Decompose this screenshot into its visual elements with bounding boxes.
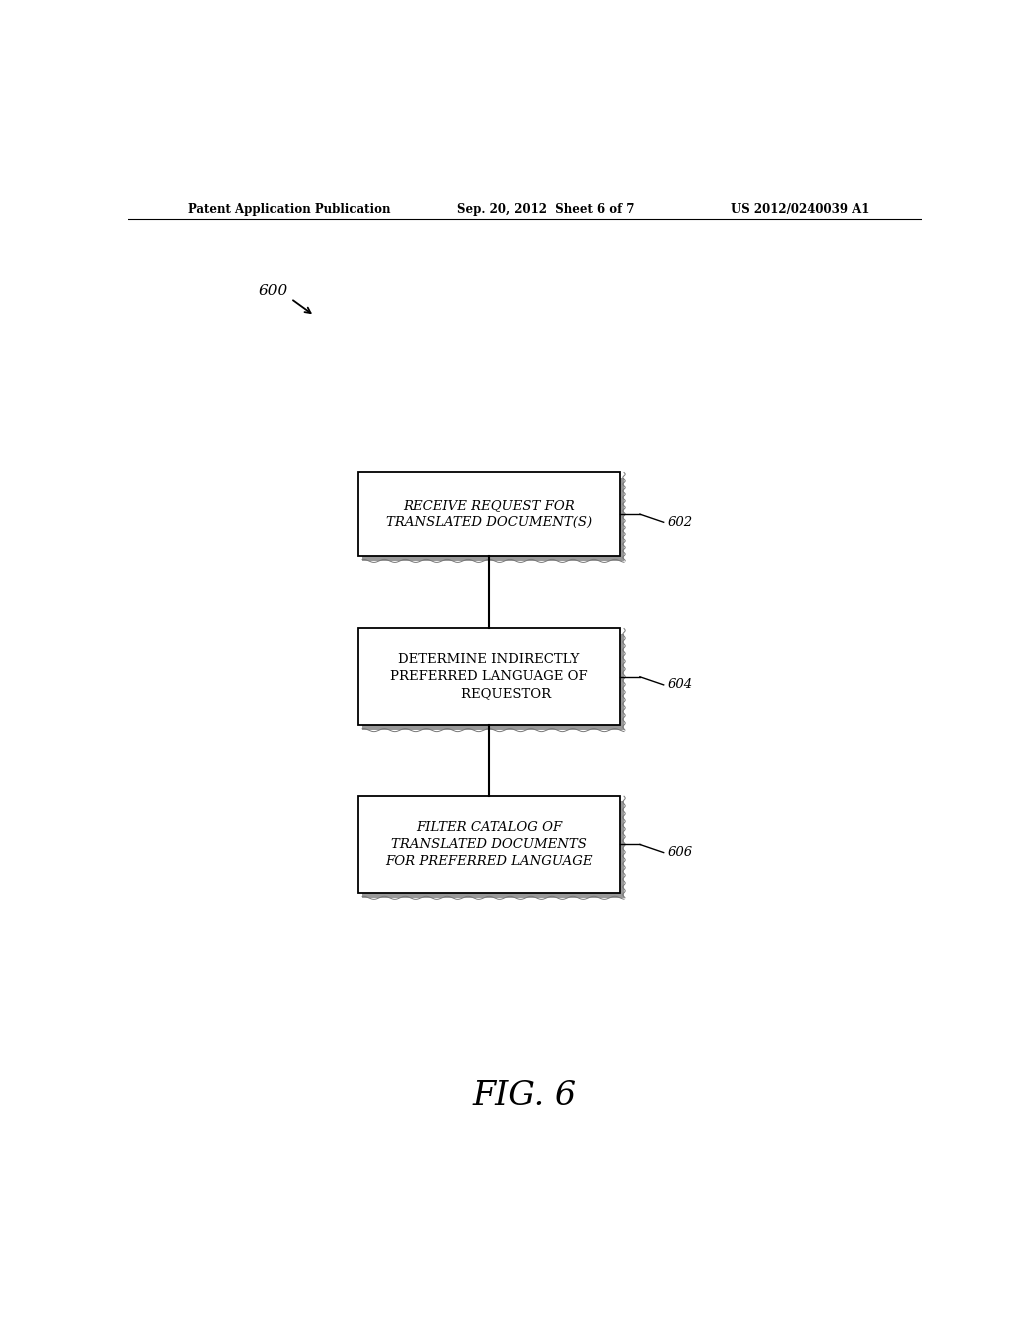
FancyBboxPatch shape: [362, 634, 624, 730]
Text: 600: 600: [259, 284, 288, 297]
Text: DETERMINE INDIRECTLY
PREFERRED LANGUAGE OF
        REQUESTOR: DETERMINE INDIRECTLY PREFERRED LANGUAGE …: [390, 653, 588, 701]
FancyBboxPatch shape: [358, 473, 621, 556]
Text: Patent Application Publication: Patent Application Publication: [187, 203, 390, 216]
Text: Sep. 20, 2012  Sheet 6 of 7: Sep. 20, 2012 Sheet 6 of 7: [458, 203, 635, 216]
Text: 606: 606: [668, 846, 693, 859]
Text: RECEIVE REQUEST FOR
TRANSLATED DOCUMENT(S): RECEIVE REQUEST FOR TRANSLATED DOCUMENT(…: [386, 499, 592, 529]
FancyBboxPatch shape: [362, 801, 624, 898]
FancyBboxPatch shape: [358, 628, 621, 725]
FancyBboxPatch shape: [362, 478, 624, 561]
Text: 602: 602: [668, 516, 693, 529]
FancyBboxPatch shape: [358, 796, 621, 892]
Text: 604: 604: [668, 678, 693, 692]
Text: FILTER CATALOG OF
TRANSLATED DOCUMENTS
FOR PREFERRED LANGUAGE: FILTER CATALOG OF TRANSLATED DOCUMENTS F…: [385, 821, 593, 869]
Text: FIG. 6: FIG. 6: [473, 1080, 577, 1111]
Text: US 2012/0240039 A1: US 2012/0240039 A1: [731, 203, 869, 216]
